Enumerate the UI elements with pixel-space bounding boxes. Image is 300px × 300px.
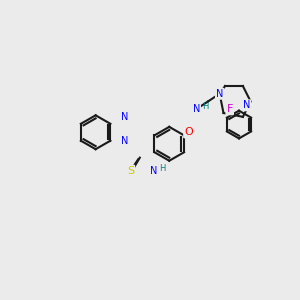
- Text: N: N: [193, 104, 200, 114]
- Text: N: N: [121, 136, 128, 146]
- Text: N: N: [121, 112, 128, 122]
- Text: H: H: [159, 164, 166, 173]
- Text: O: O: [184, 127, 193, 137]
- Text: H: H: [202, 102, 208, 111]
- Text: F: F: [226, 104, 233, 114]
- Text: N: N: [150, 166, 158, 176]
- Text: S: S: [127, 166, 134, 176]
- Text: N: N: [216, 89, 223, 99]
- Text: N: N: [243, 100, 250, 110]
